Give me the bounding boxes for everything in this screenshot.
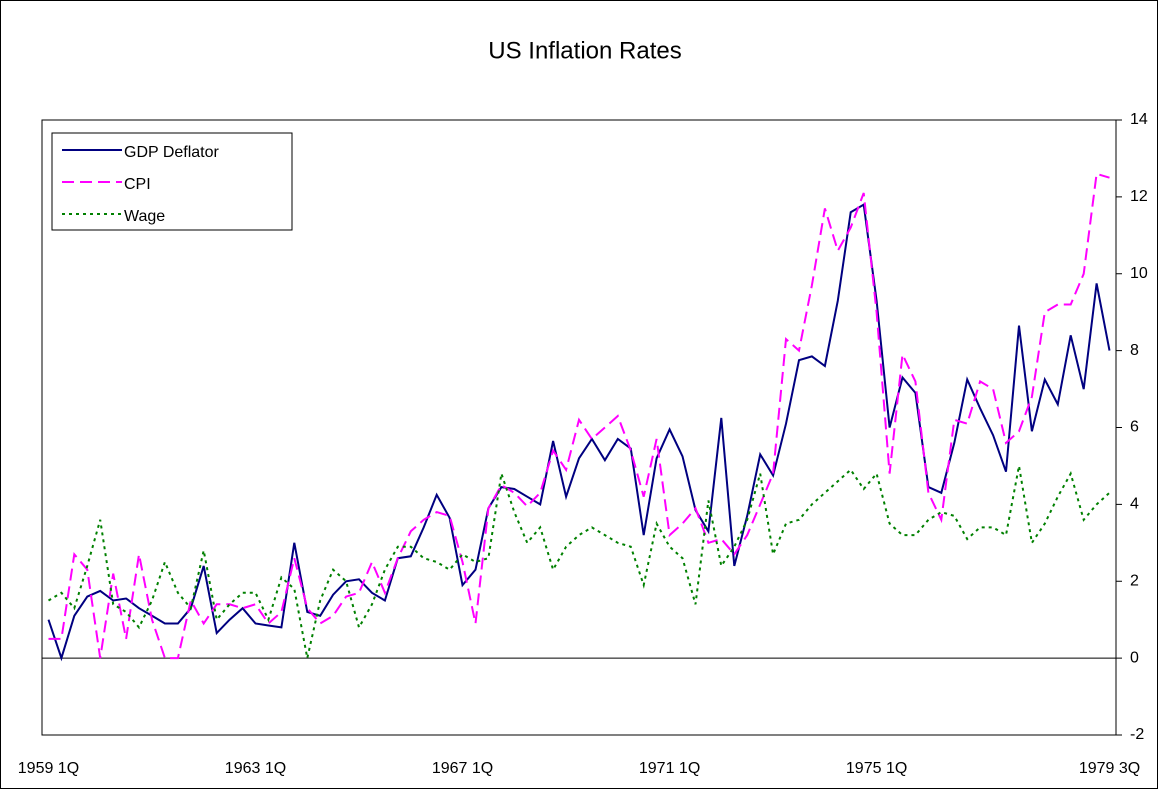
x-tick-label: 1975 1Q: [846, 760, 907, 777]
x-tick-label: 1959 1Q: [18, 760, 79, 777]
x-tick-label: 1967 1Q: [432, 760, 493, 777]
y-tick-label: 0: [1130, 649, 1139, 666]
series-line: [47, 465, 1111, 659]
legend-label: CPI: [124, 176, 151, 193]
x-tick-label: 1963 1Q: [225, 760, 286, 777]
y-tick-label: -2: [1130, 726, 1144, 743]
y-tick-label: 6: [1130, 419, 1139, 436]
y-tick-label: 14: [1130, 111, 1148, 128]
y-tick-label: 8: [1130, 342, 1139, 359]
x-tick-label: 1971 1Q: [639, 760, 700, 777]
chart-title: US Inflation Rates: [488, 37, 681, 64]
series-line: [47, 202, 1111, 662]
y-tick-label: 12: [1130, 188, 1148, 205]
y-tick-label: 10: [1130, 265, 1148, 282]
series-line: [48, 172, 1110, 660]
y-tick-label: 4: [1130, 496, 1139, 513]
legend-label: Wage: [124, 208, 165, 225]
y-tick-label: 2: [1130, 572, 1139, 589]
x-tick-label: 1979 3Q: [1079, 760, 1140, 777]
legend-label: GDP Deflator: [124, 144, 220, 161]
